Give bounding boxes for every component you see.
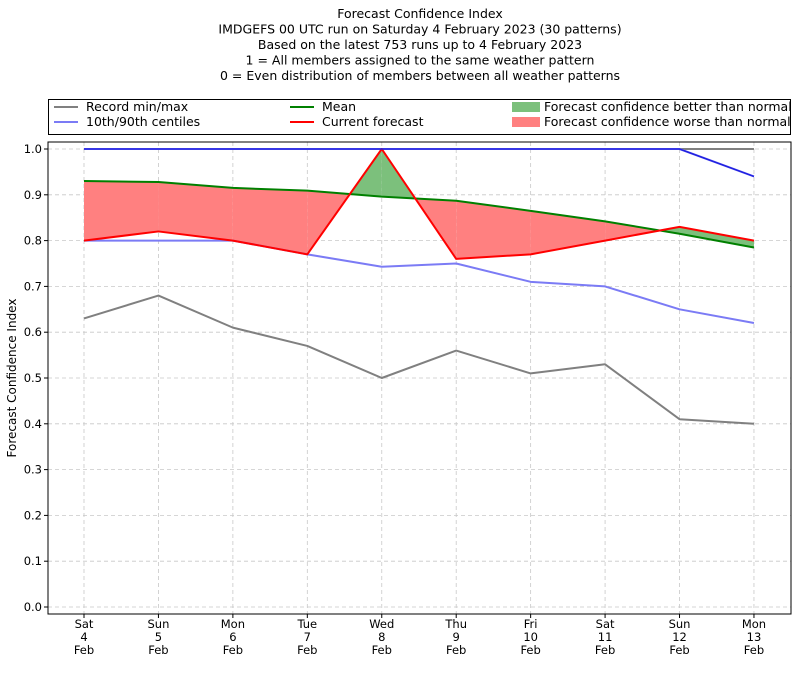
x-tick-label: Sun	[669, 617, 691, 631]
axes: 0.00.10.20.30.40.50.60.70.80.91.0Sat4Feb…	[5, 141, 792, 657]
legend-swatch	[512, 117, 540, 127]
fill-worse-than-normal	[456, 200, 531, 259]
x-tick-label: Feb	[669, 643, 689, 657]
fill-worse-than-normal	[84, 181, 159, 241]
x-tick-label: 4	[80, 630, 87, 644]
x-tick-label: 8	[378, 630, 385, 644]
title-line: Based on the latest 753 runs up to 4 Feb…	[258, 37, 582, 52]
legend-swatch	[512, 102, 540, 112]
plot-area	[48, 142, 791, 614]
series-line-current	[83, 148, 755, 260]
x-tick-label: 6	[229, 630, 236, 644]
x-tick-label: Feb	[148, 643, 168, 657]
legend-box	[48, 99, 791, 135]
x-tick-label: Sat	[75, 617, 94, 631]
x-tick-label: Feb	[744, 643, 764, 657]
x-tick-label: 12	[672, 630, 687, 644]
x-tick-label: Sun	[147, 617, 169, 631]
x-tick-label: Feb	[297, 643, 317, 657]
y-tick-label: 0.6	[24, 325, 42, 339]
fill-better-than-normal	[679, 226, 754, 248]
x-tick-label: Fri	[524, 617, 538, 631]
x-tick-label: Mon	[221, 617, 245, 631]
x-tick-label: Sat	[596, 617, 615, 631]
title-line: 0 = Even distribution of members between…	[220, 68, 620, 83]
series-line-mean	[83, 180, 755, 249]
title-line: IMDGEFS 00 UTC run on Saturday 4 Februar…	[218, 22, 621, 37]
fill-worse-than-normal	[232, 187, 308, 255]
y-tick-label: 0.1	[24, 554, 42, 568]
legend-entry: Record min/max	[86, 99, 188, 114]
x-tick-label: Mon	[742, 617, 766, 631]
y-axis-label: Forecast Confidence Index	[5, 299, 19, 458]
fill-worse-than-normal	[158, 181, 233, 241]
legend-entry: Forecast confidence worse than normal	[544, 114, 791, 129]
y-tick-label: 0.2	[24, 508, 42, 522]
x-tick-label: Feb	[520, 643, 540, 657]
y-tick-label: 0.5	[24, 371, 42, 385]
fill-worse-than-normal	[605, 221, 660, 241]
legend-entry: Current forecast	[322, 114, 424, 129]
legend-entry: Forecast confidence better than normal	[544, 99, 792, 114]
x-tick-label: Thu	[444, 617, 467, 631]
x-tick-label: 11	[598, 630, 613, 644]
x-tick-label: Feb	[372, 643, 392, 657]
y-tick-label: 0.0	[24, 600, 42, 614]
x-tick-label: Feb	[74, 643, 94, 657]
x-tick-label: 10	[523, 630, 538, 644]
x-tick-label: Feb	[223, 643, 243, 657]
x-tick-label: 13	[747, 630, 762, 644]
y-tick-label: 0.9	[24, 188, 42, 202]
x-tick-label: 7	[304, 630, 311, 644]
x-tick-label: Wed	[369, 617, 394, 631]
legend-entry: Mean	[322, 99, 356, 114]
x-tick-label: Feb	[595, 643, 615, 657]
y-tick-label: 0.8	[24, 234, 42, 248]
series-line-p10	[84, 239, 755, 325]
y-tick-label: 1.0	[24, 142, 42, 156]
series-line-p90-top	[84, 148, 755, 178]
title-line: 1 = All members assigned to the same wea…	[246, 53, 595, 68]
x-tick-label: 9	[453, 630, 460, 644]
title-line: Forecast Confidence Index	[337, 6, 503, 21]
x-tick-label: 5	[155, 630, 162, 644]
x-tick-label: Tue	[296, 617, 317, 631]
y-tick-label: 0.7	[24, 279, 42, 293]
x-tick-label: Feb	[446, 643, 466, 657]
y-tick-label: 0.4	[24, 417, 42, 431]
series-line-record_min	[83, 294, 755, 425]
y-tick-label: 0.3	[24, 463, 42, 477]
legend-entry: 10th/90th centiles	[86, 114, 200, 129]
